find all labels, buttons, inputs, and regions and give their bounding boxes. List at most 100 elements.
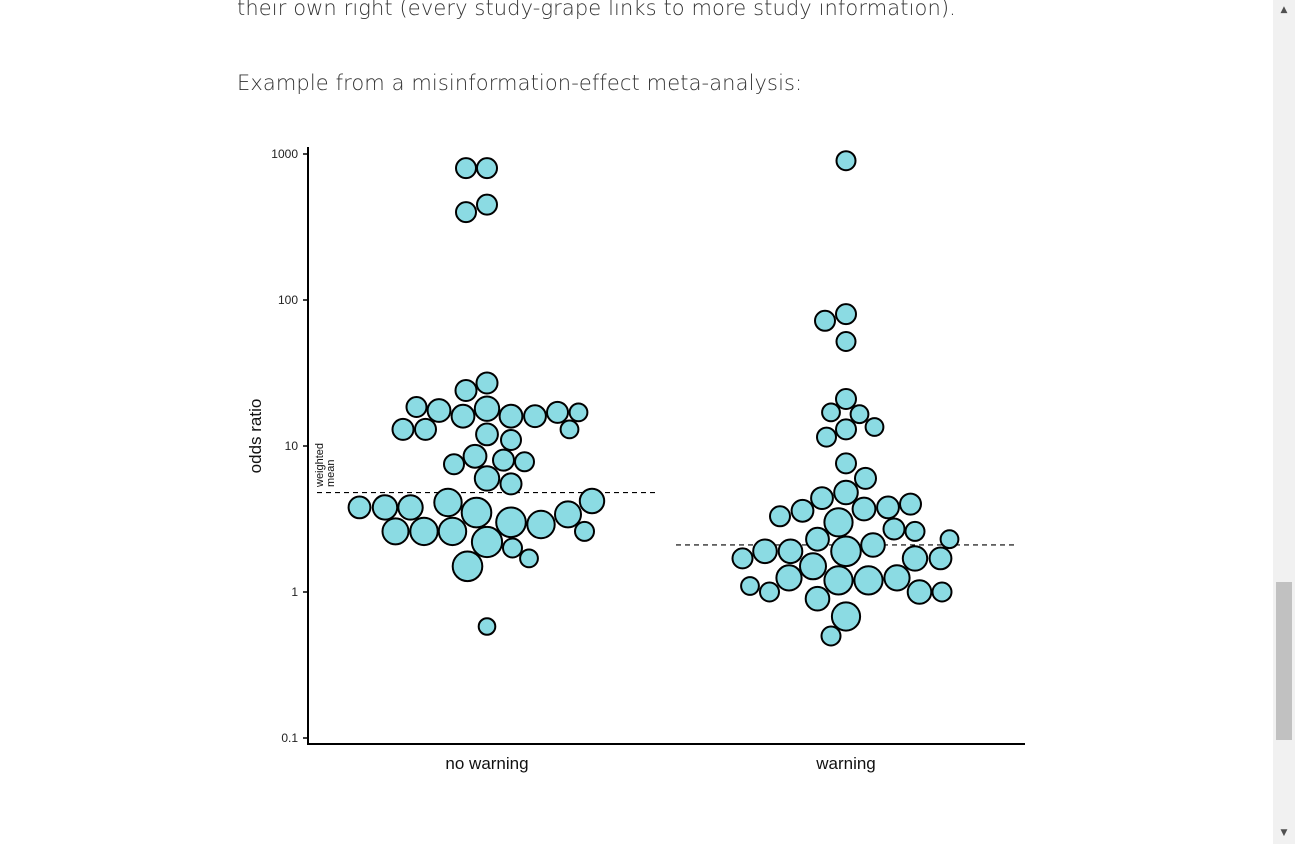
study-grape[interactable] [371, 494, 399, 521]
study-grape[interactable] [526, 509, 556, 540]
study-grape[interactable] [860, 532, 886, 558]
study-grape[interactable] [804, 585, 831, 612]
study-grape[interactable] [492, 448, 515, 472]
study-grape[interactable] [854, 466, 877, 490]
study-grape[interactable] [450, 403, 476, 429]
study-grape[interactable] [475, 371, 499, 395]
study-grape[interactable] [790, 498, 815, 523]
study-grape[interactable] [864, 417, 885, 437]
study-grape[interactable] [851, 496, 877, 522]
study-grape[interactable] [473, 395, 501, 422]
scroll-up-icon[interactable]: ▲ [1280, 5, 1288, 15]
study-grape[interactable] [904, 520, 926, 542]
study-grape[interactable] [731, 547, 754, 570]
study-grape[interactable] [470, 525, 504, 559]
study-grape[interactable] [391, 417, 415, 441]
study-grape[interactable] [769, 505, 791, 528]
study-grape[interactable] [810, 486, 834, 511]
study-grape[interactable] [546, 400, 569, 424]
study-grape[interactable] [799, 552, 827, 581]
study-grape[interactable] [443, 453, 465, 476]
study-grape[interactable] [759, 581, 780, 603]
study-grape[interactable] [578, 487, 606, 515]
study-grape[interactable] [835, 303, 857, 326]
study-grape[interactable] [928, 546, 953, 571]
study-grape[interactable] [823, 565, 854, 596]
y-tick-label: 100 [278, 293, 298, 307]
study-grape[interactable] [347, 495, 372, 520]
study-grape[interactable] [835, 388, 857, 410]
study-grape[interactable] [426, 398, 452, 423]
study-grape[interactable] [752, 538, 778, 565]
study-grape[interactable] [455, 157, 477, 180]
x-category-label: no warning [445, 754, 528, 773]
article-paragraph: their own right (every study-grape links… [237, 0, 956, 20]
study-grape[interactable] [559, 419, 580, 440]
study-grape[interactable] [939, 529, 960, 550]
study-grape[interactable] [835, 418, 857, 441]
study-grape[interactable] [830, 601, 862, 632]
y-axis-title: odds ratio [246, 399, 265, 474]
study-grape[interactable] [460, 496, 493, 529]
study-grape[interactable] [821, 402, 841, 423]
study-grape[interactable] [462, 443, 488, 469]
study-grape[interactable] [820, 625, 842, 647]
study-grape[interactable] [409, 516, 439, 547]
study-grape[interactable] [519, 548, 539, 569]
study-grape[interactable] [835, 452, 857, 475]
study-grape[interactable] [433, 487, 463, 518]
study-grape[interactable] [899, 492, 922, 516]
study-grape[interactable] [568, 402, 589, 423]
study-grape[interactable] [475, 422, 499, 447]
study-grape[interactable] [502, 537, 523, 559]
study-grape[interactable] [473, 465, 501, 492]
study-grape[interactable] [805, 526, 830, 552]
study-grape[interactable] [523, 404, 547, 429]
study-grape[interactable] [853, 565, 884, 596]
study-grape[interactable] [499, 472, 523, 496]
study-grape[interactable] [554, 500, 582, 529]
scrollbar-thumb[interactable] [1276, 582, 1292, 740]
study-grape[interactable] [849, 404, 870, 425]
study-grape[interactable] [500, 429, 522, 451]
study-grape[interactable] [816, 426, 837, 448]
study-grape[interactable] [437, 516, 468, 547]
study-grape[interactable] [414, 417, 437, 441]
study-grape[interactable] [477, 617, 497, 636]
study-grape[interactable] [876, 495, 900, 520]
study-grape[interactable] [476, 193, 498, 216]
study-grape[interactable] [405, 396, 428, 418]
study-grape[interactable] [814, 309, 836, 332]
study-grape[interactable] [901, 545, 929, 572]
study-grape[interactable] [476, 157, 498, 180]
study-grape[interactable] [495, 506, 527, 539]
study-grape[interactable] [883, 564, 911, 592]
example-paragraph: Example from a misinformation-effect met… [237, 71, 803, 95]
weighted-mean-annotation: weighted [314, 443, 326, 488]
study-grape[interactable] [740, 576, 760, 596]
study-grape[interactable] [833, 479, 859, 506]
vertical-scrollbar[interactable]: ▲ ▼ [1273, 0, 1295, 844]
study-grape[interactable] [835, 331, 857, 352]
study-grape[interactable] [835, 150, 857, 172]
study-grape[interactable] [775, 564, 803, 592]
study-grape[interactable] [498, 403, 524, 429]
study-grape[interactable] [514, 451, 535, 473]
study-grape[interactable] [931, 581, 953, 603]
study-grape[interactable] [454, 379, 478, 402]
study-points[interactable] [347, 150, 960, 647]
study-grape[interactable] [381, 517, 410, 546]
study-grape[interactable] [777, 538, 804, 565]
y-tick-label: 0.1 [281, 731, 298, 745]
study-grape[interactable] [906, 579, 933, 605]
scroll-down-icon[interactable]: ▼ [1280, 828, 1288, 838]
study-grape[interactable] [823, 507, 854, 538]
study-grape[interactable] [451, 550, 484, 583]
study-grape[interactable] [574, 520, 595, 542]
study-grape[interactable] [882, 517, 906, 541]
study-grape[interactable] [830, 535, 862, 568]
study-grape[interactable] [455, 201, 477, 224]
study-grape[interactable] [397, 494, 424, 521]
